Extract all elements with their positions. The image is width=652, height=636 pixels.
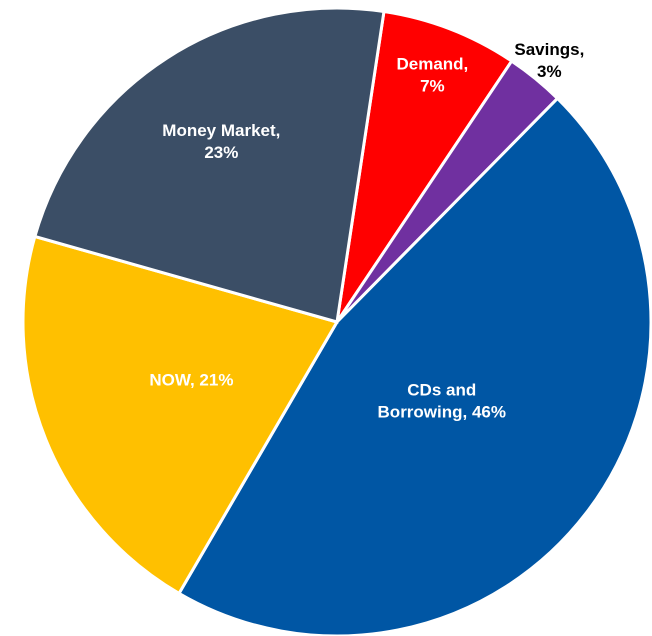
slice-label: 23% bbox=[204, 143, 238, 162]
slice-label: Borrowing, 46% bbox=[378, 403, 506, 422]
pie-slice bbox=[21, 234, 340, 596]
slice-label: NOW, 21% bbox=[149, 370, 233, 389]
slice-label: 3% bbox=[537, 62, 562, 81]
slice-label: Money Market, bbox=[162, 121, 280, 140]
pie-slice bbox=[33, 6, 386, 324]
pie-slice bbox=[335, 9, 514, 323]
slice-label: CDs and bbox=[407, 381, 476, 400]
pie-slice bbox=[176, 96, 652, 636]
slice-label: Demand, bbox=[396, 55, 468, 74]
slice-label: 7% bbox=[420, 77, 445, 96]
slice-label: Savings, bbox=[514, 40, 584, 59]
